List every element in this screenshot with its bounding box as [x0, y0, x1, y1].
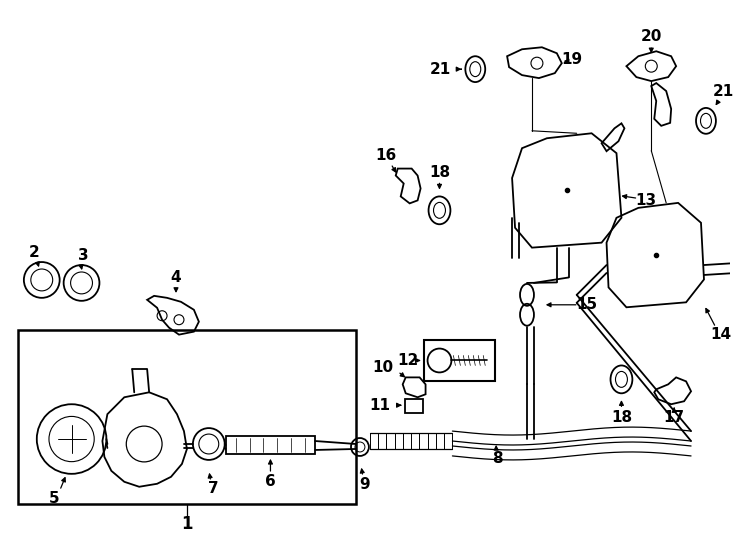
- Text: 15: 15: [576, 298, 597, 312]
- Text: 21: 21: [430, 62, 451, 77]
- Text: 2: 2: [29, 245, 39, 260]
- Text: 5: 5: [48, 491, 59, 506]
- Text: 12: 12: [397, 353, 418, 368]
- Text: 16: 16: [375, 148, 396, 163]
- Text: 6: 6: [265, 474, 276, 489]
- Bar: [424, 340, 495, 381]
- Text: 4: 4: [171, 271, 181, 286]
- Text: 20: 20: [641, 29, 662, 44]
- Text: 9: 9: [360, 477, 370, 492]
- Text: 7: 7: [208, 481, 219, 496]
- Text: 3: 3: [79, 247, 89, 262]
- Text: 18: 18: [429, 165, 450, 180]
- Text: 11: 11: [369, 398, 390, 413]
- Bar: [404, 399, 423, 413]
- Bar: [18, 329, 356, 504]
- Text: 21: 21: [713, 84, 734, 98]
- Text: 17: 17: [664, 410, 685, 424]
- Text: 13: 13: [636, 193, 657, 208]
- Bar: [226, 436, 315, 454]
- Text: 14: 14: [711, 327, 732, 342]
- Text: 8: 8: [492, 451, 503, 467]
- Text: 10: 10: [372, 360, 393, 375]
- Text: 18: 18: [611, 410, 632, 424]
- Text: 19: 19: [562, 52, 582, 67]
- Text: 1: 1: [181, 515, 193, 532]
